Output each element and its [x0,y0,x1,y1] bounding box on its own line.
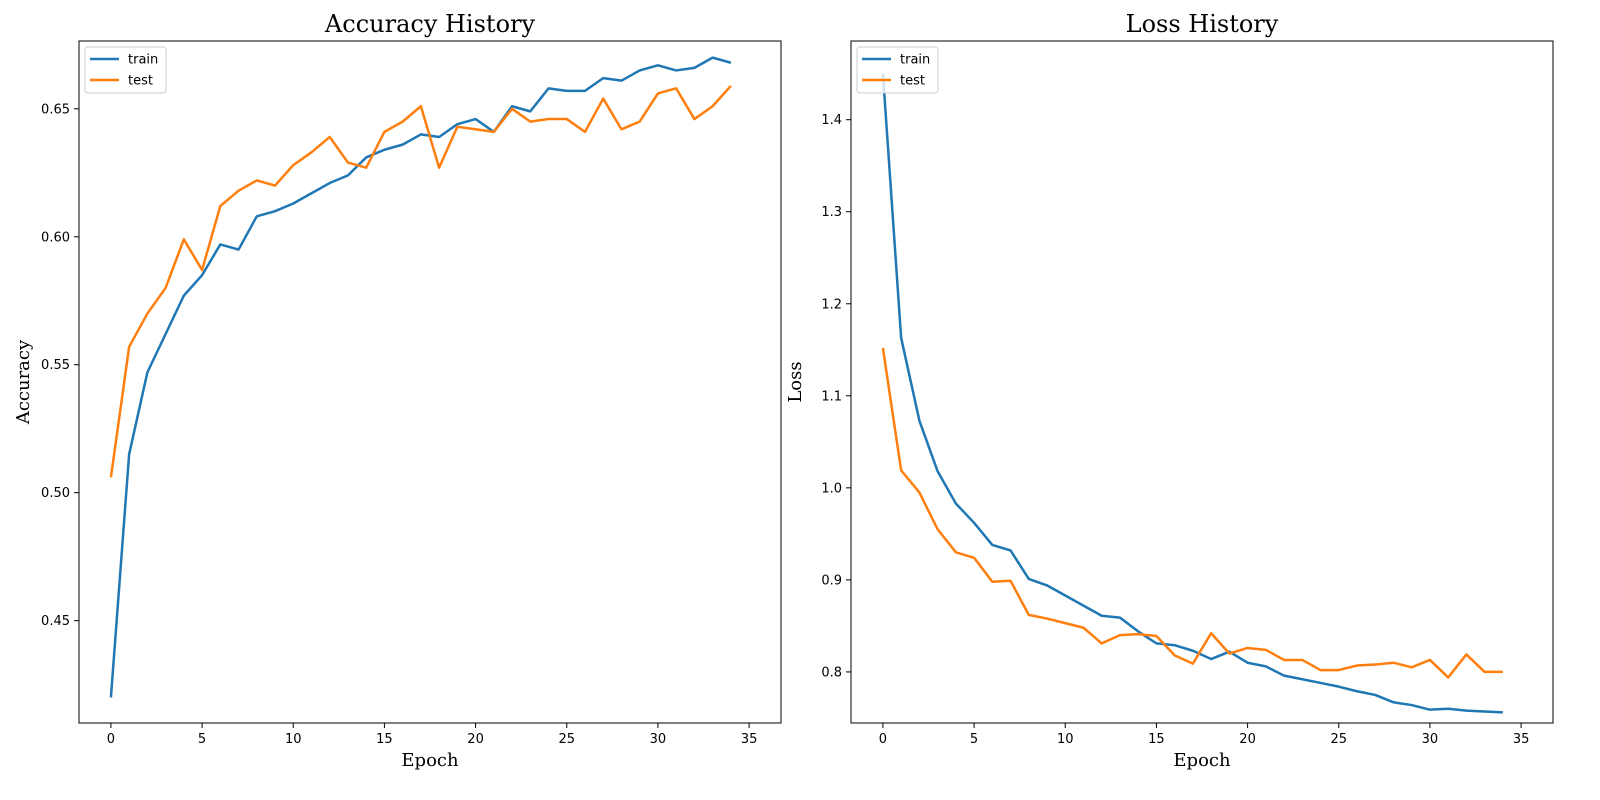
legend-label-test: test [900,74,925,89]
x-axis-label: Epoch [1173,750,1231,771]
x-tick-label: 35 [741,732,758,747]
y-tick-label: 1.2 [821,297,842,312]
y-tick-label: 1.3 [821,205,842,220]
y-tick-label: 0.65 [41,102,70,117]
x-tick-label: 0 [879,732,887,747]
x-tick-label: 15 [376,732,393,747]
y-tick-label: 0.9 [821,573,842,588]
x-tick-label: 30 [1422,732,1439,747]
x-tick-label: 30 [650,732,667,747]
plot-frame [78,40,782,724]
y-tick-label: 0.50 [41,486,70,501]
y-tick-label: 0.60 [41,230,70,245]
chart-1: Accuracy History 0 5 10 15 20 25 30 35 0.45 0.50 0.… [13,10,782,771]
x-tick-label: 25 [1330,732,1347,747]
chart-title: Loss History [1126,10,1279,38]
y-axis-label: Loss [785,361,806,402]
y-tick-label: 0.8 [821,665,842,680]
legend: train test [84,46,167,94]
series-line-train [109,56,732,698]
x-tick-label: 0 [107,732,115,747]
x-tick-label: 5 [970,732,978,747]
x-axis-label: Epoch [401,750,459,771]
legend-label-train: train [900,53,930,68]
x-tick-label: 35 [1513,732,1530,747]
x-tick-label: 10 [285,732,302,747]
plot-frame [850,40,1554,724]
x-tick-label: 20 [467,732,484,747]
x-tick-label: 15 [1148,732,1165,747]
x-tick-label: 10 [1057,732,1074,747]
series-line-test [881,347,1503,679]
series-line-test [109,84,732,478]
y-tick-label: 0.45 [41,614,70,629]
legend: train test [856,46,939,94]
y-tick-label: 1.1 [821,389,842,404]
chart-title: Accuracy History [324,10,536,38]
x-tick-label: 5 [198,732,206,747]
legend-label-train: train [128,53,158,68]
chart-2: Loss History 0 5 10 15 20 25 30 35 0.8 0.9 1.0 1.1 1.… [785,10,1554,771]
y-axis-label: Accuracy [13,339,34,425]
legend-label-test: test [128,74,153,89]
x-tick-label: 25 [558,732,575,747]
x-tick-label: 20 [1239,732,1256,747]
series-line-train [881,73,1503,714]
y-tick-label: 1.4 [821,113,842,128]
y-tick-label: 1.0 [821,481,842,496]
y-tick-label: 0.55 [41,358,70,373]
